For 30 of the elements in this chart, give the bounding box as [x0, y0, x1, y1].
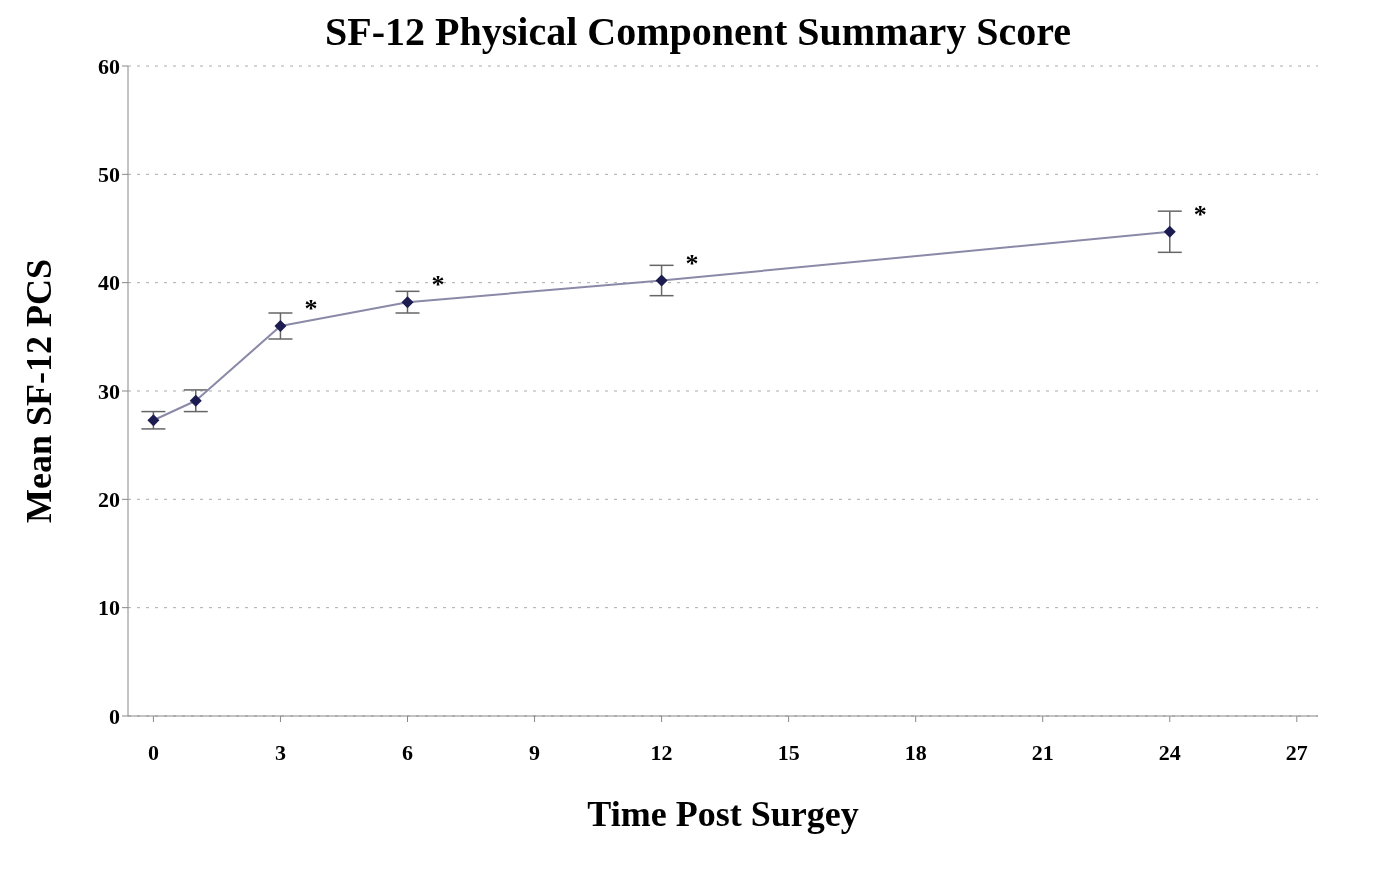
annotation: *	[1193, 199, 1207, 229]
point	[274, 320, 287, 332]
y-tick-label: 60	[98, 53, 120, 79]
y-tick-label: 50	[98, 162, 120, 188]
x-tick-label: 24	[1158, 739, 1181, 765]
x-tick-label: 12	[650, 739, 673, 765]
annotation: *	[685, 248, 699, 278]
point	[189, 394, 202, 407]
x-tick-label: 27	[1285, 739, 1308, 765]
chart-title: SF-12 Physical Component Summary Score	[325, 9, 1071, 54]
point	[1163, 225, 1176, 238]
y-tick-label: 10	[98, 595, 120, 621]
annotation: *	[431, 270, 445, 300]
x-tick-label: 21	[1031, 739, 1054, 765]
x-tick-label: 0	[147, 739, 159, 765]
point	[147, 414, 160, 427]
y-tick-label: 0	[109, 703, 120, 729]
annotation: *	[304, 294, 318, 324]
point	[401, 296, 414, 309]
x-tick-label: 18	[904, 739, 927, 765]
x-tick-label: 3	[274, 739, 286, 765]
y-tick-label: 30	[98, 378, 120, 404]
point	[655, 274, 668, 287]
y-tick-label: 40	[98, 270, 120, 296]
x-tick-label: 15	[777, 739, 800, 765]
y-axis-title: Mean SF-12 PCS	[18, 259, 59, 523]
x-axis-title: Time Post Surgey	[587, 794, 859, 834]
x-tick-label: 6	[402, 739, 413, 765]
y-tick-label: 20	[98, 487, 120, 513]
x-tick-label: 9	[529, 739, 541, 765]
